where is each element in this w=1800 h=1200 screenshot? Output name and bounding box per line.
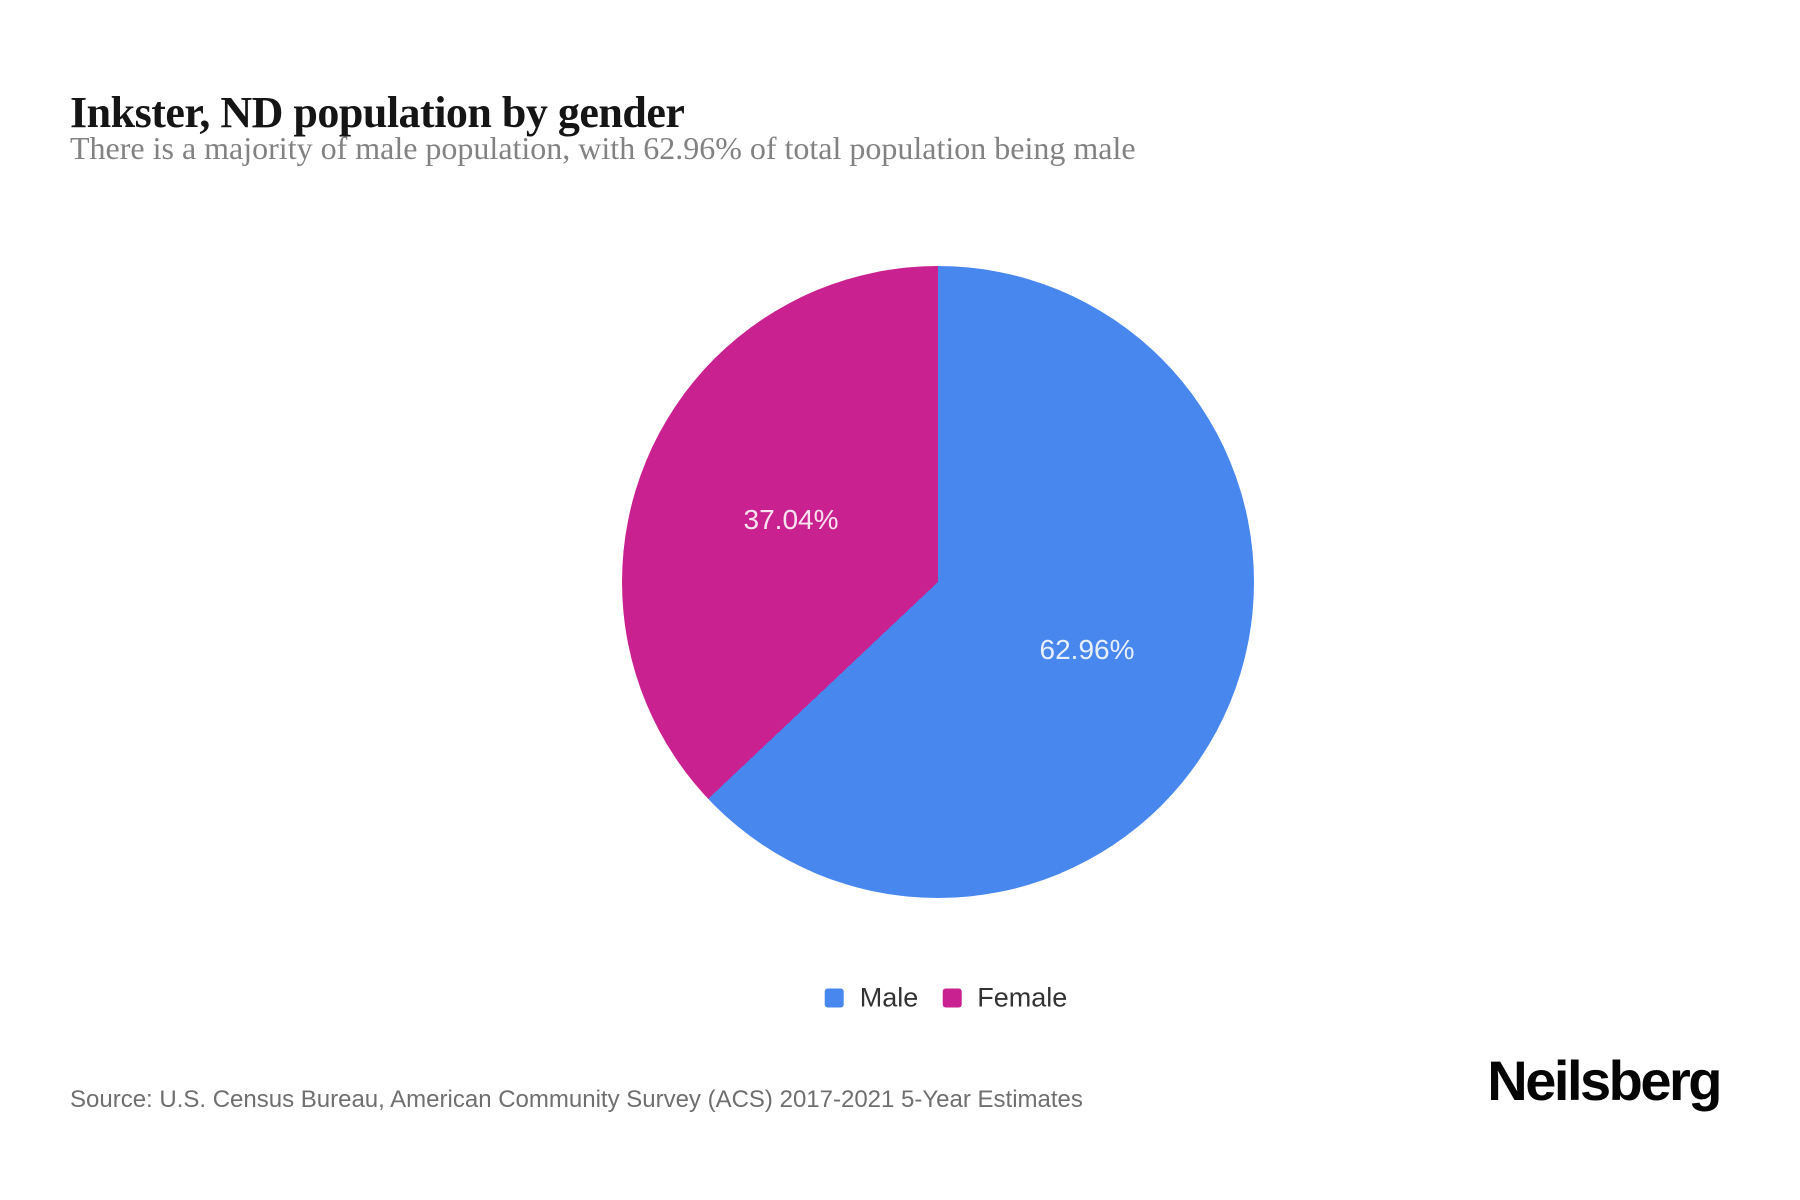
chart-title: Inkster, ND population by gender: [70, 88, 685, 138]
pie-slice-label-female: 37.04%: [743, 504, 839, 535]
pie-chart[interactable]: [622, 266, 1254, 898]
male-swatch-icon: [824, 988, 844, 1008]
pie-slice-label-male: 62.96%: [1039, 634, 1135, 665]
legend-label-male: Male: [859, 982, 919, 1013]
source-attribution: Source: U.S. Census Bureau, American Com…: [70, 1086, 1083, 1113]
legend-item-male[interactable]: Male: [824, 982, 919, 1014]
female-swatch-icon: [942, 988, 962, 1008]
chart-subtitle: There is a majority of male population, …: [70, 130, 1136, 166]
legend: Male Female: [824, 982, 1067, 1014]
legend-label-female: Female: [977, 982, 1068, 1013]
legend-item-female[interactable]: Female: [942, 983, 1067, 1014]
neilsberg-logo[interactable]: Neilsberg: [1487, 1049, 1722, 1112]
